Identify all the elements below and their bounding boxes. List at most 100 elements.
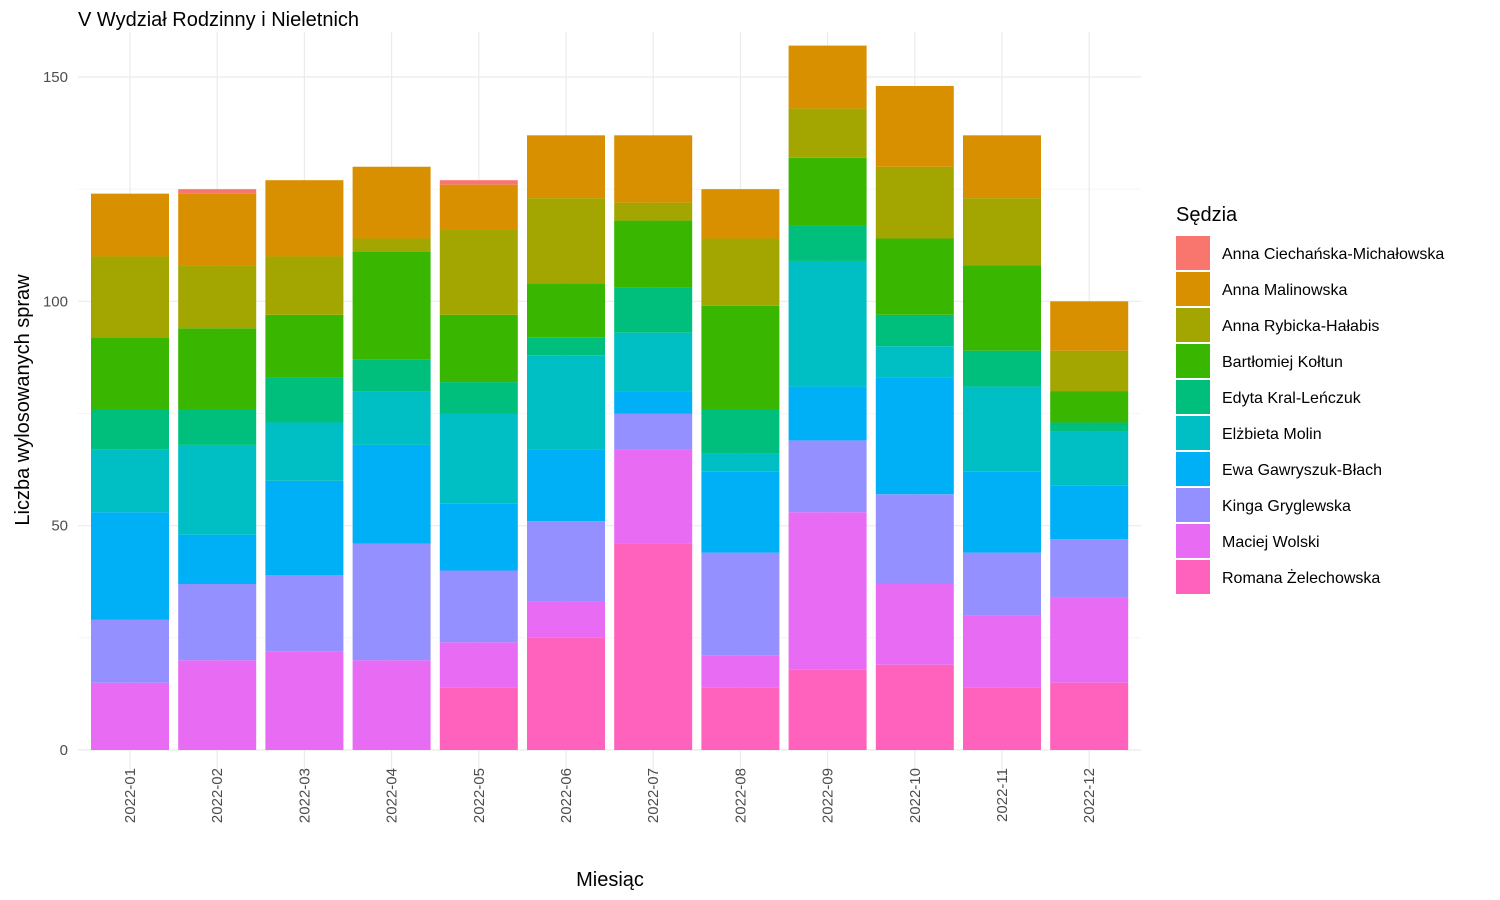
y-tick-label: 150 [43, 69, 68, 86]
bar-segment [614, 135, 693, 203]
bar-segment [701, 552, 780, 656]
bar-segment [614, 449, 693, 544]
y-axis-ticks: 0 50 100 150 [43, 69, 68, 759]
bar-segment [788, 157, 867, 226]
legend-label: Maciej Wolski [1222, 534, 1320, 551]
bar-segment [788, 108, 867, 158]
bar-segment [265, 377, 344, 423]
bar-segment [439, 314, 518, 383]
bar-segment [178, 409, 257, 445]
legend-label: Anna Ciechańska-Michałowska [1222, 246, 1444, 263]
bar-segment [614, 332, 693, 392]
bar-segment [527, 337, 605, 356]
bar-segment [91, 512, 169, 620]
bar-segment [178, 583, 257, 661]
bar-segment [178, 328, 257, 410]
bar-segment [91, 682, 169, 750]
bar-segment [875, 664, 954, 750]
bar-segment [701, 655, 780, 688]
bar-segment [963, 198, 1041, 266]
bar-segment [439, 570, 518, 643]
bar-segment [701, 453, 780, 472]
bar-segment [439, 642, 518, 688]
bar-segment [265, 180, 344, 257]
legend-label: Romana Żelechowska [1222, 568, 1380, 587]
legend-swatch [1176, 524, 1210, 558]
bar-segment [875, 377, 954, 495]
legend-label: Kinga Gryglewska [1222, 498, 1351, 515]
bar-segment [701, 471, 780, 553]
legend-label: Edyta Kral-Leńczuk [1222, 390, 1362, 407]
bar-segment [1050, 391, 1129, 423]
bar-segment [439, 687, 518, 750]
bar-segment [701, 687, 780, 750]
bar-segment [439, 503, 518, 571]
x-tick-label: 2022-07 [645, 768, 662, 823]
y-tick-label: 50 [51, 518, 68, 535]
bar-segment [178, 444, 257, 535]
bar-segment [352, 359, 431, 392]
bar-segment [788, 669, 867, 750]
bar-segment [178, 265, 257, 329]
bar-segment [527, 449, 605, 522]
x-tick-label: 2022-06 [558, 768, 575, 823]
legend-swatch [1176, 272, 1210, 306]
bar-segment [1050, 301, 1129, 351]
x-axis-title: Miesiąc [576, 869, 644, 891]
bar-segment [614, 220, 693, 288]
bar-segment [527, 521, 605, 602]
legend-swatch [1176, 308, 1210, 342]
bar-segment [963, 552, 1041, 616]
bar-segment [614, 543, 693, 750]
bar-segment [875, 85, 954, 167]
x-tick-label: 2022-09 [820, 768, 837, 823]
bar-segment [265, 651, 344, 750]
bar-segment [875, 238, 954, 315]
bar-segment [701, 189, 780, 239]
bar-segment [614, 413, 693, 450]
legend-label: Elżbieta Molin [1222, 426, 1322, 443]
bar-segment [788, 440, 867, 513]
x-tick-label: 2022-10 [907, 768, 924, 823]
legend-swatch [1176, 560, 1210, 594]
bar-segment [527, 637, 605, 750]
bar-segment [527, 355, 605, 450]
x-tick-label: 2022-03 [296, 768, 313, 823]
x-axis-ticks: 2022-01 2022-02 2022-03 2022-04 2022-05 2022-… [122, 768, 1098, 823]
bar-segment [265, 256, 344, 315]
legend-swatch [1176, 416, 1210, 450]
x-tick-label: 2022-02 [209, 768, 226, 823]
bar-segment [91, 619, 169, 683]
bar-segment [963, 350, 1041, 387]
bar-segment [963, 615, 1041, 688]
bar-segment [352, 660, 431, 750]
bar-segment [352, 543, 431, 661]
bar-segment [352, 238, 431, 252]
bars [91, 45, 1129, 750]
bar-segment [439, 413, 518, 504]
bar-segment [352, 444, 431, 544]
bar-segment [91, 337, 169, 410]
legend-swatch [1176, 452, 1210, 486]
bar-segment [788, 225, 867, 261]
bar-segment [91, 409, 169, 450]
bar-segment [527, 283, 605, 338]
bar-segment [875, 314, 954, 347]
bar-segment [788, 512, 867, 670]
bar-segment [788, 260, 867, 387]
bar-segment [963, 265, 1041, 351]
bar-segment [1050, 431, 1129, 486]
bar-segment [614, 391, 693, 414]
bar-segment [527, 601, 605, 638]
x-tick-label: 2022-08 [732, 768, 749, 823]
bar-segment [875, 583, 954, 665]
bar-segment [788, 45, 867, 109]
bar-segment [178, 534, 257, 584]
bar-segment [1050, 539, 1129, 598]
bar-segment [701, 238, 780, 306]
x-tick-label: 2022-12 [1081, 768, 1098, 823]
bar-segment [527, 135, 605, 199]
legend-label: Ewa Gawryszuk-Błach [1222, 462, 1382, 479]
bar-segment [265, 422, 344, 481]
